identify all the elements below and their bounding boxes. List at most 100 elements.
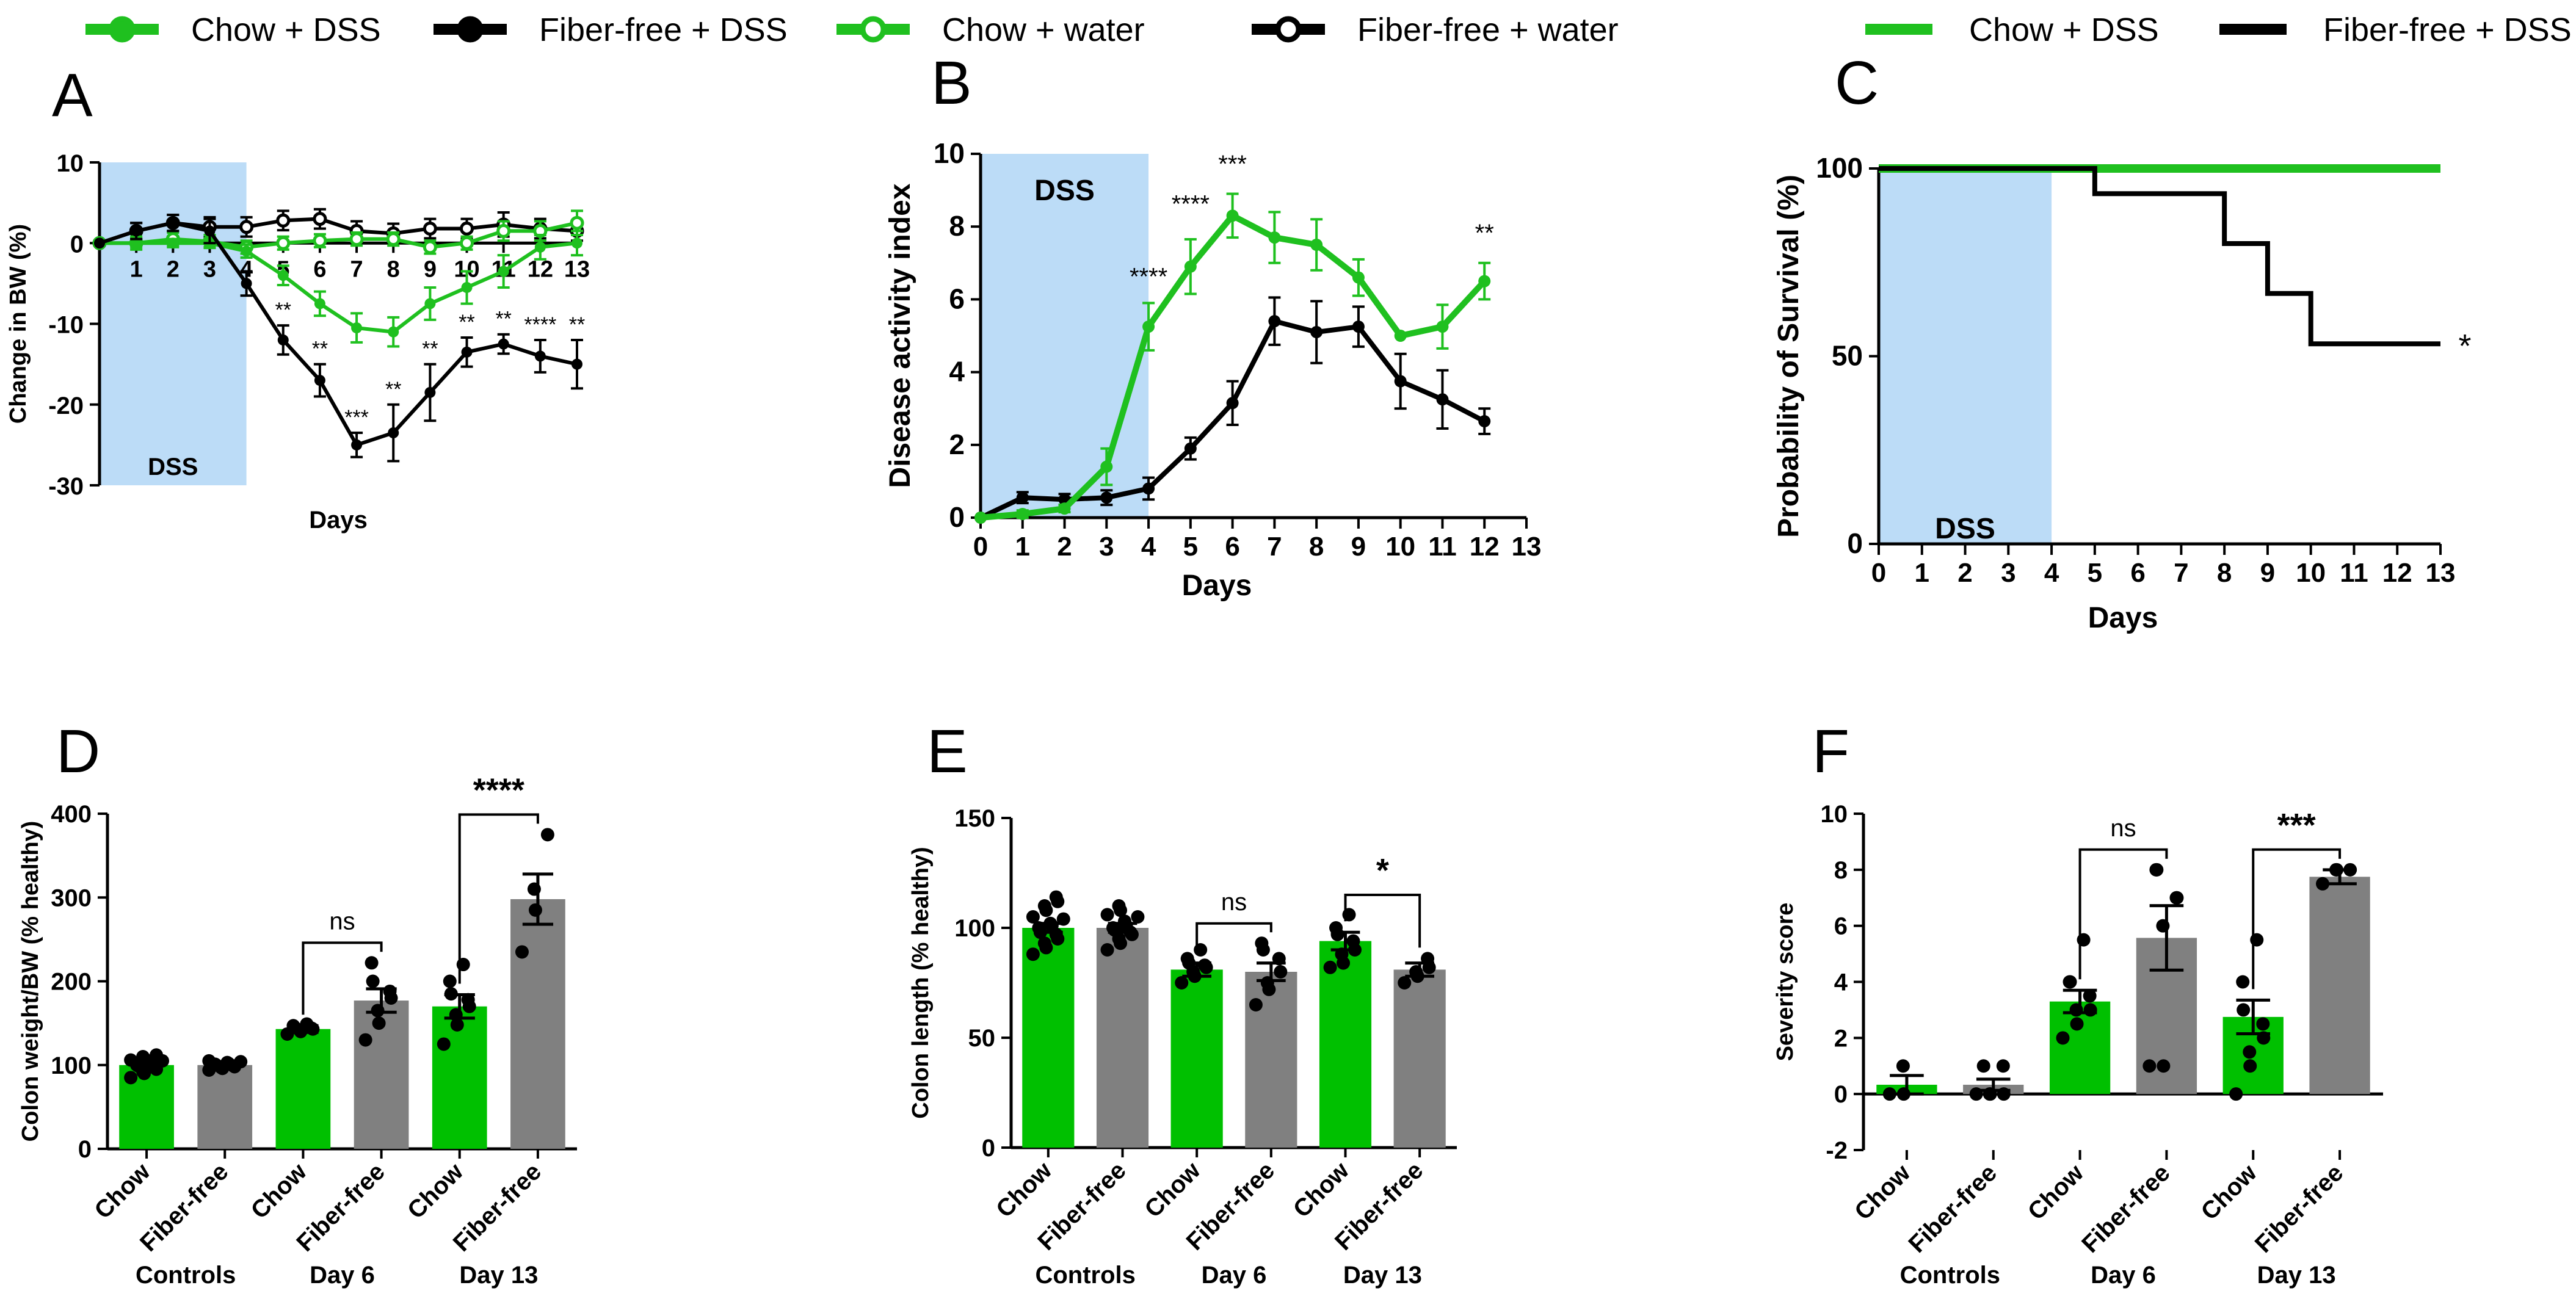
data-point [124,1053,138,1067]
x-axis-label: Days [2088,602,2158,634]
data-point [1882,1087,1896,1101]
x-tick-label: Fiber-free [2250,1159,2349,1258]
x-tick-label: 6 [2130,558,2145,588]
bar [197,1065,253,1149]
legend-marker-3 [1275,16,1302,43]
data-point [450,1018,464,1032]
legend-label-1: Fiber-free + DSS [539,12,788,48]
data-point [2083,989,2097,1003]
significance-label: ** [312,338,328,361]
panel-letter: B [931,49,972,117]
x-tick-label: Chow [1288,1157,1355,1223]
x-tick-label: Chow [246,1158,313,1225]
panel-d-colon-weight-chart: D 0 100 200 300 400 Colon weight/BW (% healthy… [18,717,577,1289]
data-point [358,1033,372,1047]
data-point [1142,320,1155,333]
legend-label-0: Chow + DSS [191,12,381,48]
x-tick-label: 8 [387,256,400,282]
data-point [131,225,142,237]
data-point [1346,934,1360,948]
data-point [461,346,473,358]
significance-bracket [1195,922,1272,952]
significance-label: * [2458,328,2471,364]
legend-label-3: Fiber-free + water [1357,12,1619,48]
y-tick-label: 100 [954,915,995,942]
x-tick-label: Chow [2196,1159,2263,1226]
data-point [1976,1059,1990,1073]
x-tick-label: 9 [424,256,437,282]
y-tick-label: 10 [57,150,84,177]
y-tick-label: 150 [954,805,995,832]
legend-top-right: Chow + DSS Fiber-free + DSS [1865,12,2572,48]
data-point [515,945,529,959]
x-tick-label: 13 [564,256,590,282]
x-tick-label: 3 [203,256,216,282]
data-point [1184,442,1197,455]
y-tick-label: 10 [934,137,965,169]
y-axis-label: Severity score [1772,903,1798,1062]
data-point [349,232,364,247]
x-tick-label: 7 [2174,558,2188,588]
data-point [498,266,509,277]
significance-bracket [2252,848,2342,990]
significance-bracket [302,941,383,1015]
data-point [276,213,291,228]
data-point [460,236,474,250]
data-point [167,237,179,249]
x-tick-label: 13 [2426,558,2456,588]
data-point [2316,877,2330,891]
data-point [2083,1003,2097,1017]
legend-right-label-0: Chow + DSS [1969,12,2159,48]
y-tick-label: 4 [949,356,965,388]
y-tick-label: 6 [1834,913,1848,940]
data-point [1310,326,1323,339]
data-point [366,974,380,988]
data-point [94,237,105,249]
data-point [534,350,546,362]
y-tick-label: 8 [1834,857,1848,884]
x-tick-label: 9 [2260,558,2275,588]
data-point [1268,231,1281,244]
y-tick-label: 0 [1834,1081,1848,1108]
y-tick-label: 300 [51,885,92,911]
data-point [202,1054,216,1068]
significance-label: **** [1172,190,1210,217]
significance-label: * [1376,852,1389,889]
data-point [124,1071,138,1085]
significance-label: **** [1130,264,1167,291]
y-tick-label: 2 [949,429,965,460]
x-tick-label: 6 [313,256,326,282]
data-point [204,225,216,237]
significance-label: ns [1221,889,1247,916]
group-label: Day 6 [1202,1262,1267,1289]
y-tick-label: 0 [70,231,84,258]
significance-bracket [458,813,539,984]
data-point [2256,1017,2270,1031]
data-point [241,278,252,289]
significance-bracket [1344,894,1421,948]
data-point [1352,271,1365,284]
data-point [1394,330,1407,342]
x-tick-label: Fiber-free [2077,1159,2175,1258]
data-point [372,1016,386,1030]
x-tick-label: 1 [130,256,143,282]
panel-letter: F [1812,717,1849,786]
data-point [571,237,582,249]
data-point [351,322,363,334]
y-tick-label: -20 [48,393,84,419]
y-tick-label: 200 [51,969,92,996]
series-line-1 [1879,166,2440,347]
significance-label: ** [385,378,401,401]
data-point [2063,975,2077,989]
data-point [1058,502,1071,515]
legend-top-left: Chow + DSS Fiber-free + DSS Chow + water Fi… [85,12,1619,48]
x-tick-label: 8 [2217,558,2232,588]
x-axis-label: Days [309,507,368,534]
data-point [2157,1059,2171,1073]
legend-marker-0 [109,16,136,43]
data-point [1310,239,1323,251]
x-tick-label: 12 [528,256,553,282]
